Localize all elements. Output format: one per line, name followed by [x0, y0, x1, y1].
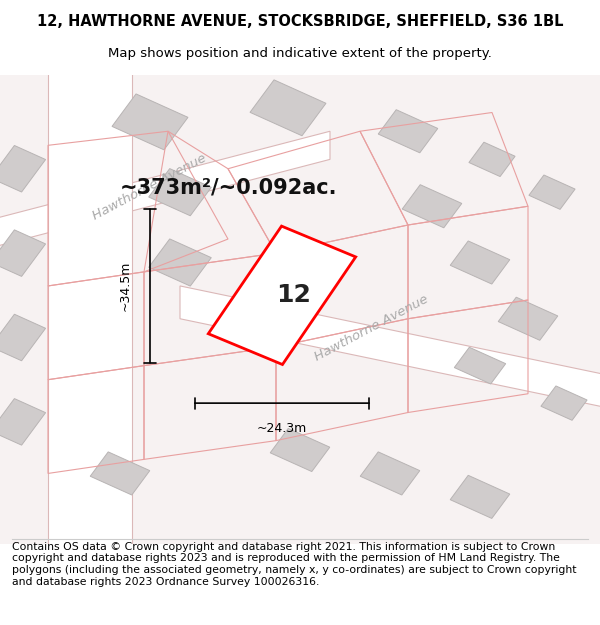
Polygon shape — [529, 175, 575, 209]
Polygon shape — [402, 185, 462, 228]
Text: ~24.3m: ~24.3m — [257, 422, 307, 435]
Text: ~373m²/~0.092ac.: ~373m²/~0.092ac. — [119, 177, 337, 198]
Polygon shape — [48, 51, 132, 568]
Polygon shape — [0, 314, 46, 361]
Polygon shape — [112, 94, 188, 150]
Polygon shape — [498, 298, 558, 340]
Polygon shape — [450, 241, 510, 284]
Polygon shape — [0, 230, 46, 276]
Polygon shape — [0, 399, 46, 445]
Polygon shape — [180, 286, 600, 412]
Polygon shape — [360, 452, 420, 495]
Text: Hawthorne Avenue: Hawthorne Avenue — [90, 152, 208, 223]
Text: Contains OS data © Crown copyright and database right 2021. This information is : Contains OS data © Crown copyright and d… — [12, 542, 577, 587]
Polygon shape — [469, 142, 515, 176]
Text: 12: 12 — [277, 283, 311, 308]
Polygon shape — [270, 429, 330, 471]
Polygon shape — [149, 239, 211, 286]
Polygon shape — [541, 386, 587, 420]
Text: Map shows position and indicative extent of the property.: Map shows position and indicative extent… — [108, 48, 492, 61]
Polygon shape — [90, 452, 150, 495]
Text: 12, HAWTHORNE AVENUE, STOCKSBRIDGE, SHEFFIELD, S36 1BL: 12, HAWTHORNE AVENUE, STOCKSBRIDGE, SHEF… — [37, 14, 563, 29]
Polygon shape — [208, 226, 356, 364]
Polygon shape — [250, 80, 326, 136]
Polygon shape — [0, 131, 330, 253]
Polygon shape — [149, 169, 211, 216]
Text: Hawthorne Avenue: Hawthorne Avenue — [312, 292, 430, 364]
Polygon shape — [378, 110, 438, 152]
Polygon shape — [450, 476, 510, 518]
Polygon shape — [454, 348, 506, 384]
Polygon shape — [0, 146, 46, 192]
Text: ~34.5m: ~34.5m — [119, 261, 132, 311]
